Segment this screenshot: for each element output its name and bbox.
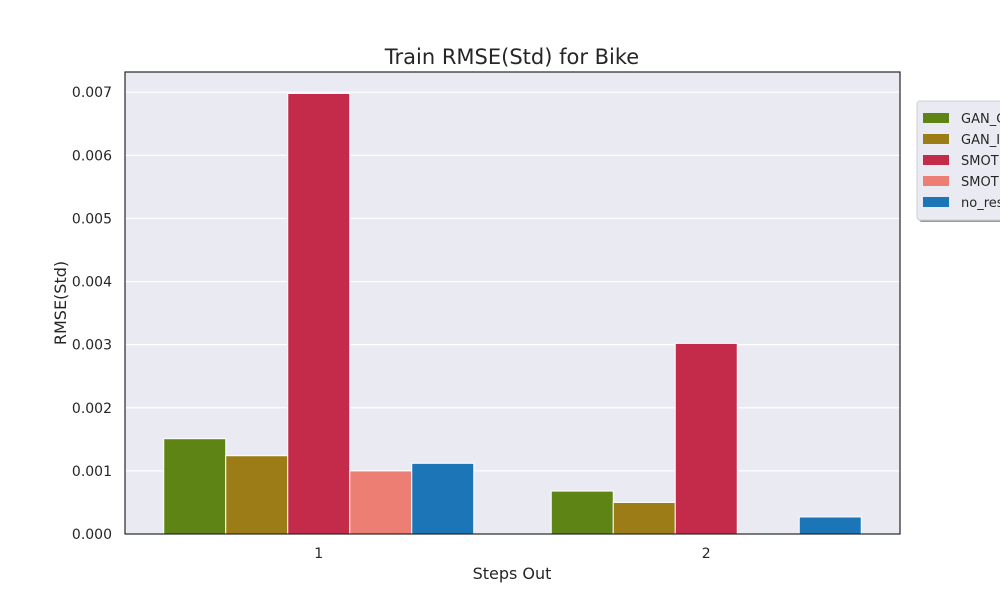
- legend-label: SMOT: [961, 154, 999, 169]
- bars-group: [163, 92, 862, 535]
- bar-gan_i-1: [225, 455, 289, 535]
- y-tick-label: 0.000: [72, 527, 112, 543]
- y-tick-labels: 0.000 0.001 0.002 0.003 0.004 0.005 0.006 0.007: [72, 85, 112, 543]
- bar-gan_i-2: [612, 501, 676, 535]
- y-tick-label: 0.002: [72, 401, 112, 417]
- legend-swatch: [923, 155, 949, 165]
- legend-label: GAN_C: [961, 112, 1000, 127]
- legend-label: SMOT: [961, 175, 999, 190]
- bar-smot-2: [674, 342, 738, 535]
- y-tick-label: 0.005: [72, 211, 112, 227]
- legend-label: no_res: [961, 196, 1000, 211]
- x-tick-label: 1: [314, 546, 323, 562]
- plot-frame: [124, 71, 901, 535]
- legend: GAN_C GAN_I SMOT SMOT no_res: [916, 100, 1000, 222]
- legend-label: GAN_I: [961, 133, 1000, 148]
- bar-smot-1: [349, 470, 413, 535]
- x-axis-label: Steps Out: [473, 564, 552, 583]
- legend-swatch: [923, 134, 949, 144]
- bar-smot-1: [287, 92, 351, 535]
- chart-title: Train RMSE(Std) for Bike: [384, 45, 639, 69]
- bar-no_res-1: [411, 462, 475, 535]
- y-axis-label: RMSE(Std): [51, 261, 70, 345]
- legend-box: [916, 100, 1000, 221]
- y-tick-label: 0.006: [72, 148, 112, 164]
- bar-gan_c-1: [163, 438, 227, 535]
- legend-swatch: [923, 176, 949, 186]
- legend-swatch: [923, 197, 949, 207]
- x-tick-label: 2: [702, 546, 711, 562]
- y-tick-label: 0.003: [72, 338, 112, 354]
- y-tick-label: 0.007: [72, 85, 112, 101]
- legend-swatch: [923, 113, 949, 123]
- bar-no_res-2: [798, 516, 862, 535]
- y-tick-label: 0.001: [72, 464, 112, 480]
- y-tick-label: 0.004: [72, 275, 112, 291]
- grid-lines: [125, 91, 900, 535]
- bar-gan_c-2: [550, 490, 614, 535]
